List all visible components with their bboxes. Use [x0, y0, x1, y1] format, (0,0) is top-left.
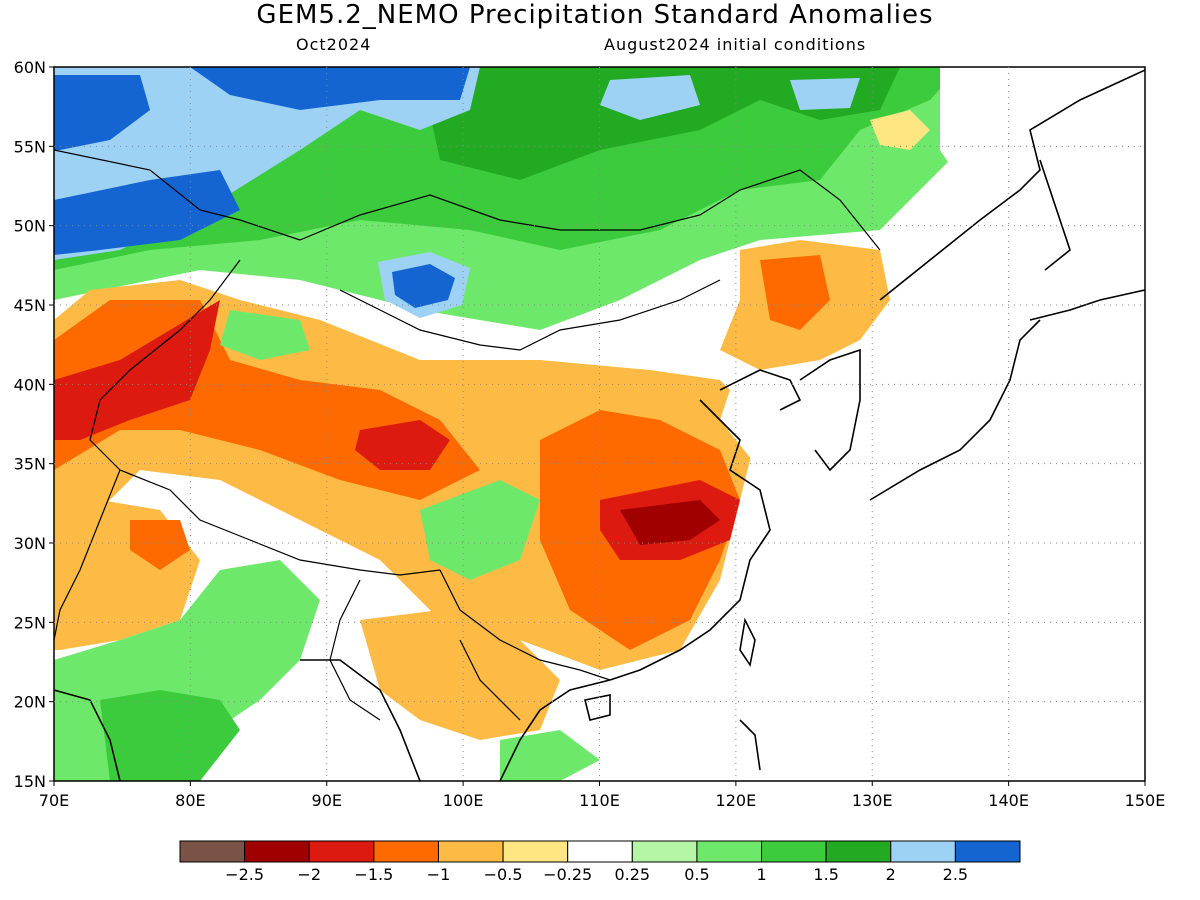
gridlines — [54, 67, 1145, 781]
y-tick-label: 20N — [14, 693, 46, 712]
x-tick-label: 120E — [716, 791, 757, 810]
colorbar-label: −2.5 — [225, 865, 264, 884]
border-india-pakistan — [54, 469, 121, 641]
blue-northwest-2 — [190, 67, 470, 110]
negative-anomaly-china-core — [620, 500, 720, 545]
colorbar-label: −1 — [427, 865, 451, 884]
ocean-mask — [640, 250, 1145, 781]
y-tick-label: 60N — [14, 58, 46, 77]
negative-anomaly-tibet — [355, 420, 450, 470]
positive-anomaly-sea — [500, 730, 600, 781]
blue-northwest-1 — [54, 75, 150, 150]
colorbar-swatch — [502, 840, 569, 863]
valid-month: Oct2024 — [296, 35, 372, 54]
coastline-hokkaido — [1029, 289, 1145, 321]
y-tick-label: 25N — [14, 613, 46, 632]
colorbar-label: −2 — [297, 865, 321, 884]
border-myanmar — [329, 579, 381, 721]
blue-northwest-3 — [54, 170, 240, 255]
chart-title: GEM5.2_NEMO Precipitation Standard Anoma… — [256, 0, 934, 30]
coastline-hainan — [584, 694, 611, 721]
colorbar-swatch — [696, 840, 763, 863]
colorbar-swatch — [179, 840, 246, 863]
negative-anomaly-northeast — [870, 110, 930, 150]
tick-labels: 70E 80E 90E 100E 110E 120E 130E 140E 150E 15N 20N 2… — [14, 58, 1166, 810]
border-russia-mongolia — [299, 169, 881, 251]
negative-anomaly-india-2 — [130, 520, 190, 570]
ocean-mask-north — [940, 67, 1145, 250]
y-tick-label: 15N — [14, 772, 46, 791]
coastline-bohai — [719, 369, 802, 411]
blue-mongolia — [392, 264, 455, 308]
colorbar: −2.5 −2 −1.5 −1 −0.5 −0.25 0.25 0.5 1 1.5 2 2.5 — [179, 840, 1021, 884]
x-tick-label: 110E — [579, 791, 620, 810]
negative-anomaly-indochina — [360, 610, 560, 740]
colorbar-label: 2 — [886, 865, 896, 884]
colorbar-swatch — [567, 840, 633, 863]
y-tick-label: 40N — [14, 375, 46, 394]
colorbar-swatch — [308, 840, 375, 863]
colorbar-swatch — [631, 840, 698, 863]
border-kazakhstan — [54, 149, 301, 241]
positive-anomaly-north-2 — [420, 67, 900, 180]
coastline-india — [54, 689, 121, 781]
colorbar-swatch — [825, 840, 892, 863]
colorbar-swatch — [890, 840, 956, 863]
y-tick-label: 50N — [14, 217, 46, 236]
coastline-bay-of-bengal — [300, 659, 421, 781]
positive-anomaly-india-strong — [100, 690, 240, 781]
colorbar-label: 0.25 — [614, 865, 650, 884]
border-mongolia-china — [339, 279, 721, 351]
x-tick-label: 70E — [39, 791, 69, 810]
light-blue-north — [600, 75, 700, 120]
x-tick-label: 80E — [175, 791, 205, 810]
colorbar-label: −0.25 — [543, 865, 592, 884]
x-tick-label: 150E — [1125, 791, 1166, 810]
border-himalaya — [119, 469, 441, 576]
colorbar-swatch — [437, 840, 504, 863]
coastline-taiwan — [739, 617, 756, 668]
light-blue-north-2 — [790, 78, 860, 110]
colorbar-label: 1.5 — [813, 865, 838, 884]
x-tick-label: 140E — [988, 791, 1029, 810]
coastline-russia-east — [879, 69, 1145, 301]
coastline-japan — [869, 319, 1041, 501]
initial-conditions: August2024 initial conditions — [604, 35, 867, 54]
colorbar-label: 2.5 — [943, 865, 968, 884]
colorbar-swatch — [761, 840, 827, 863]
colorbar-swatch — [954, 840, 1021, 863]
coastlines — [54, 69, 1145, 781]
colorbar-label: 1 — [756, 865, 766, 884]
coastline-philippines — [739, 719, 761, 771]
y-tick-label: 45N — [14, 296, 46, 315]
coastline-sakhalin — [1039, 159, 1071, 271]
y-tick-label: 30N — [14, 534, 46, 553]
negative-anomaly-west-strong — [54, 300, 220, 440]
colorbar-label: −1.5 — [354, 865, 393, 884]
negative-anomaly-manchuria-2 — [760, 255, 830, 330]
coastline-indochina — [499, 679, 611, 781]
positive-anomaly-central — [220, 310, 310, 360]
anomaly-field — [54, 67, 1145, 781]
x-tick-label: 90E — [312, 791, 342, 810]
x-tick-label: 100E — [443, 791, 484, 810]
borders — [54, 149, 881, 721]
colorbar-label: −0.5 — [484, 865, 523, 884]
border-china-west — [89, 259, 241, 471]
colorbar-swatch — [373, 840, 439, 863]
y-tick-label: 55N — [14, 137, 46, 156]
colorbar-swatch — [244, 840, 310, 863]
positive-anomaly-tibet — [420, 480, 540, 580]
coastline-china — [609, 399, 771, 681]
y-tick-label: 35N — [14, 455, 46, 474]
x-tick-label: 130E — [852, 791, 893, 810]
coastline-korea — [799, 348, 861, 472]
colorbar-label: 0.5 — [684, 865, 709, 884]
border-laos — [459, 639, 521, 721]
border-china-southeast — [439, 569, 611, 681]
